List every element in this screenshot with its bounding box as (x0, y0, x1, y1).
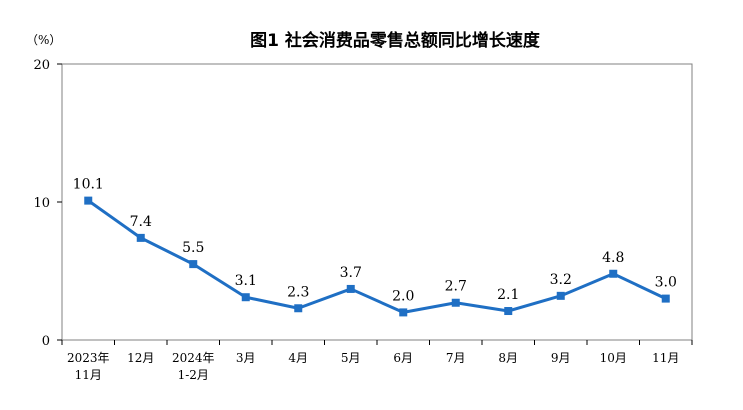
x-tick-label: 12月 (127, 351, 154, 365)
data-point (189, 260, 198, 269)
series-line (86, 199, 668, 314)
data-label: 3.2 (550, 272, 572, 288)
series-markers (84, 196, 670, 317)
data-label: 4.8 (602, 250, 624, 266)
x-tick-label: 5月 (341, 351, 361, 365)
data-labels: 10.1 7.4 5.5 3.1 2.3 3.7 2.0 2.7 2.1 3.2 4.8 3.0 (73, 177, 677, 305)
x-tick-label: 6月 (393, 351, 413, 365)
data-point (84, 196, 93, 205)
data-label: 7.4 (130, 214, 152, 230)
x-tick-label: 8月 (498, 351, 518, 365)
x-tick-label: 11月 (652, 351, 679, 365)
data-point (241, 293, 250, 302)
y-axis: 0 10 20 (33, 58, 62, 349)
data-point (556, 291, 565, 300)
chart-title: 图1 社会消费品零售总额同比增长速度 (250, 30, 541, 51)
data-point (661, 294, 670, 303)
data-point (399, 308, 408, 317)
data-label: 2.3 (287, 284, 309, 300)
data-point (504, 307, 513, 316)
data-point (451, 298, 460, 307)
data-label: 3.0 (655, 275, 677, 291)
y-unit-label: （%） (26, 33, 61, 47)
data-label: 3.1 (235, 273, 257, 289)
x-tick-label: 4月 (288, 351, 308, 365)
data-label: 10.1 (73, 177, 104, 193)
data-label: 2.7 (445, 279, 467, 295)
data-label: 3.7 (340, 265, 362, 281)
x-tick-label: 2023年 11月 (67, 351, 110, 382)
y-tick-label: 20 (33, 58, 50, 73)
x-tick-label: 2024年 1-2月 (172, 351, 215, 382)
y-tick-label: 0 (42, 334, 50, 349)
data-label: 2.1 (497, 287, 519, 303)
y-tick-label: 10 (33, 196, 50, 211)
x-tick-label: 10月 (600, 351, 627, 365)
data-label: 5.5 (182, 240, 204, 256)
plot-frame (61, 63, 693, 341)
data-point (346, 284, 355, 293)
data-point (136, 233, 145, 242)
x-tick-label: 9月 (551, 351, 571, 365)
data-point (609, 269, 618, 278)
x-tick-label: 7月 (446, 351, 466, 365)
x-axis: 2023年 11月 12月 2024年 1-2月 3月 4月 5月 6月 7月 8月 9月 10月 11月 (61, 340, 693, 382)
data-point (294, 304, 303, 313)
data-label: 2.0 (392, 288, 414, 304)
x-tick-label: 3月 (236, 351, 256, 365)
